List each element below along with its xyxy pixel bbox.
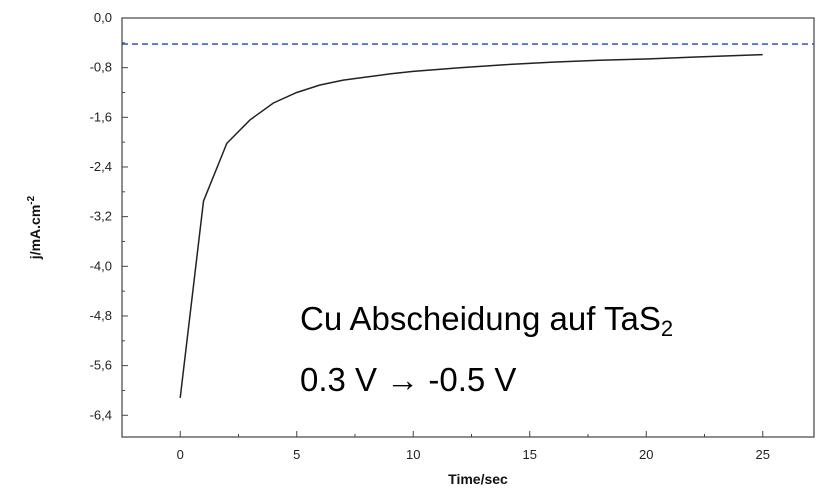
y-tick-label: -4,8 [90, 308, 112, 323]
x-tick-label: 10 [406, 447, 420, 462]
y-tick-label: -5,6 [90, 358, 112, 373]
y-tick-label: -3,2 [90, 209, 112, 224]
x-tick-label: 20 [639, 447, 653, 462]
annotation-line-1-subscript: 2 [660, 316, 674, 341]
y-tick-label: -2,4 [90, 159, 112, 174]
annotation-line-1-text: Cu Abscheidung auf TaS [300, 300, 661, 337]
x-tick-label: 25 [756, 447, 770, 462]
plot-frame [121, 17, 815, 438]
series-line-0 [179, 53, 763, 398]
x-tick-label: 0 [177, 447, 184, 462]
y-tick-label: -0,8 [90, 60, 112, 75]
y-tick-label: -1,6 [90, 109, 112, 124]
x-axis-title: Time/sec [448, 471, 508, 487]
y-axis-title-main: j/mA.cm [27, 205, 43, 260]
annotation-line-2: 0.3 V → -0.5 V [300, 361, 517, 398]
y-tick-label: -6,4 [90, 407, 112, 422]
x-tick-label: 15 [523, 447, 537, 462]
x-tick-label: 5 [293, 447, 300, 462]
y-tick-label: -4,0 [90, 258, 112, 273]
annotation-line-1: Cu Abscheidung auf TaS2 [300, 302, 673, 340]
y-axis-title-superscript: -2 [26, 195, 37, 204]
y-tick-label: 0,0 [94, 10, 112, 25]
y-axis-title: j/mA.cm-2 [26, 195, 43, 260]
